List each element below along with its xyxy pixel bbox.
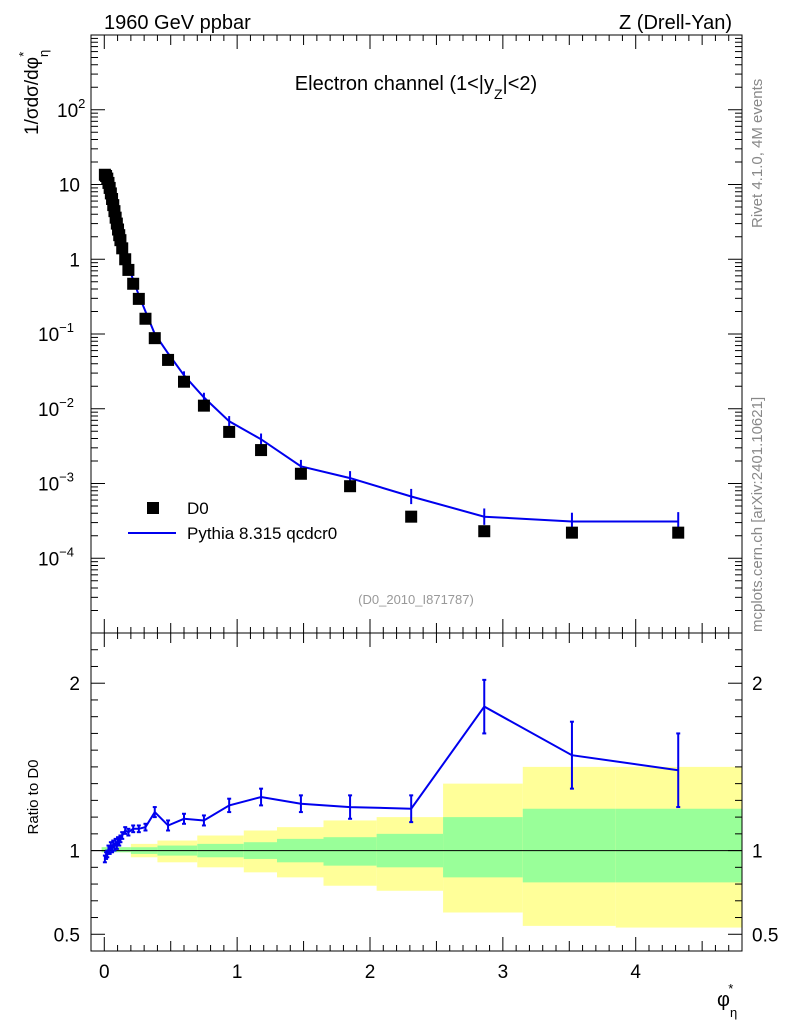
legend-data-label: D0 bbox=[187, 499, 209, 518]
ratio-y-label: Ratio to D0 bbox=[25, 759, 42, 834]
ratio-y-tick-label-right: 1 bbox=[752, 842, 763, 863]
legend: D0 Pythia 8.315 qcdcr0 bbox=[128, 499, 337, 543]
data-point bbox=[116, 242, 129, 255]
main-y-tick-label: 10−3 bbox=[38, 470, 74, 496]
header-energy: 1960 GeV ppbar bbox=[104, 12, 251, 34]
header-process: Z (Drell-Yan) bbox=[619, 12, 732, 34]
ratio-x-tick-label: 3 bbox=[498, 962, 509, 983]
main-y-tick-label: 10−2 bbox=[38, 395, 74, 421]
data-point bbox=[162, 353, 175, 366]
analysis-watermark: (D0_2010_I871787) bbox=[358, 592, 474, 607]
data-point bbox=[139, 312, 152, 325]
data-point bbox=[294, 467, 307, 480]
mc-series bbox=[104, 175, 680, 531]
ratio-series bbox=[102, 678, 681, 864]
plot-title: Electron channel (1<|yZ|<2) bbox=[295, 73, 537, 102]
data-point bbox=[344, 480, 357, 493]
mc-line bbox=[104, 175, 679, 523]
legend-data-marker bbox=[147, 502, 159, 514]
main-panel: 10−4 10−3 10−2 10−1 1 10 102 Electron channel … bbox=[16, 34, 743, 634]
ratio-frame bbox=[90, 632, 743, 952]
main-y-axis: 10−4 10−3 10−2 10−1 1 10 102 bbox=[38, 37, 742, 634]
ratio-panel: 0.5 0.5 1 1 2 2 0 1 2 3 4 Ratio to D0 φη* bbox=[25, 632, 778, 1020]
ratio-y-tick-label-right: 2 bbox=[752, 674, 763, 695]
data-point bbox=[132, 292, 145, 305]
x-axis-label: φη* bbox=[717, 981, 737, 1020]
rivet-version-label: Rivet 4.1.0, 4M events bbox=[749, 79, 766, 228]
band-inner bbox=[323, 837, 377, 866]
data-point bbox=[223, 425, 236, 438]
ratio-x-axis: 0 1 2 3 4 bbox=[90, 633, 743, 983]
ratio-y-axis: 0.5 0.5 1 1 2 2 bbox=[54, 632, 778, 952]
main-y-tick-label: 10−4 bbox=[38, 544, 74, 570]
ratio-x-tick-label: 1 bbox=[232, 962, 243, 983]
data-point bbox=[119, 253, 132, 266]
ratio-y-tick-label-right: 0.5 bbox=[752, 925, 778, 946]
band-inner bbox=[522, 808, 616, 883]
main-y-tick-label: 10−1 bbox=[38, 320, 74, 346]
band-inner bbox=[443, 817, 523, 878]
data-point bbox=[148, 332, 161, 345]
data-point bbox=[255, 444, 268, 457]
mcplots-label: mcplots.cern.ch [arXiv:2401.10621] bbox=[749, 397, 766, 632]
data-point bbox=[672, 526, 685, 539]
uncertainty-bands bbox=[101, 766, 742, 928]
data-point bbox=[197, 399, 210, 412]
ratio-y-tick-label: 1 bbox=[69, 842, 80, 863]
ratio-x-tick-label: 4 bbox=[630, 962, 641, 983]
ratio-y-tick-label: 0.5 bbox=[54, 925, 80, 946]
data-point bbox=[122, 263, 135, 276]
data-series bbox=[98, 168, 685, 539]
ratio-y-tick-label: 2 bbox=[69, 674, 80, 695]
main-y-label: 1/σdσ/dφη* bbox=[16, 50, 51, 135]
ratio-x-tick-label: 0 bbox=[99, 962, 110, 983]
legend-mc-label: Pythia 8.315 qcdcr0 bbox=[187, 524, 337, 543]
main-frame bbox=[90, 34, 743, 634]
data-point bbox=[405, 510, 418, 523]
main-x-axis bbox=[90, 35, 743, 633]
data-point bbox=[178, 375, 190, 388]
main-y-tick-label: 102 bbox=[57, 96, 85, 122]
main-y-tick-label: 1 bbox=[69, 250, 80, 271]
ratio-x-tick-label: 2 bbox=[365, 962, 376, 983]
data-point bbox=[565, 526, 578, 539]
main-y-tick-label: 10 bbox=[59, 176, 80, 197]
band-inner bbox=[615, 808, 742, 883]
data-point bbox=[478, 525, 491, 538]
data-point bbox=[127, 277, 140, 290]
